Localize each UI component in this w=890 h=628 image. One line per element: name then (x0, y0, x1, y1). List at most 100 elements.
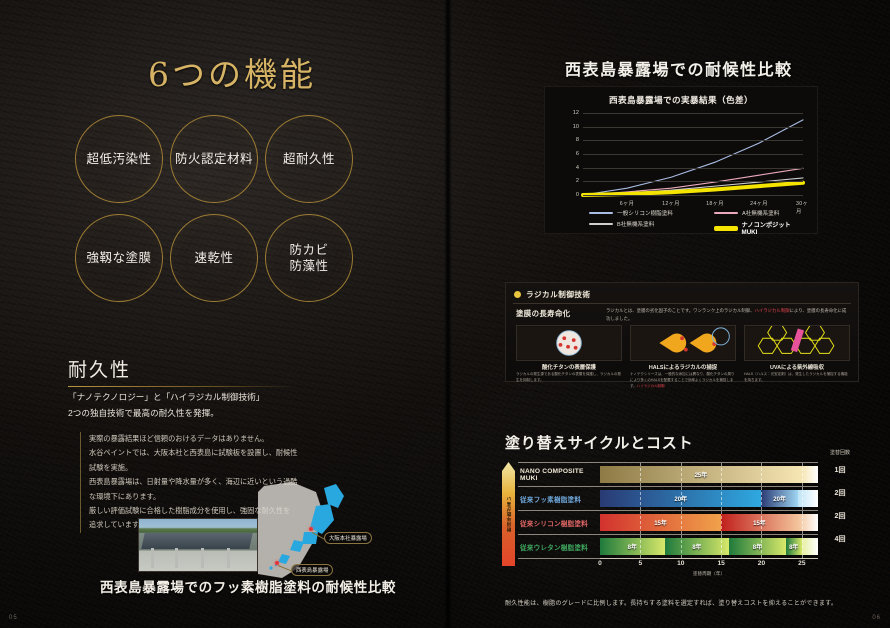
cycle-gridline (801, 535, 803, 558)
line-chart-gridline (583, 154, 803, 155)
radical-card-text: ナノテクシリーズは、一般的な添加には異なり、酸化チタンの周りにより多くのHALS… (630, 372, 736, 390)
cycle-bar-row: 8年 8年 8年 8年 (600, 534, 818, 559)
cycle-bar-row: 25年 (600, 462, 818, 486)
cycle-gridline (721, 535, 723, 558)
cycle-count-header: 塗替回数 (829, 450, 850, 456)
legend-label: B社無機系塗料 (617, 222, 655, 228)
cycle-x-tick-label: 0 (598, 560, 602, 567)
line-series (583, 120, 803, 195)
feature-circle: 超耐久性 (265, 115, 353, 203)
radical-desc-part2: により、塗膜の長寿命化に成功しました。 (606, 308, 847, 322)
cycle-bar-segment: 8年 (729, 538, 786, 555)
feature-label: 速乾性 (194, 250, 234, 266)
cycle-bar-segment: 8年 (664, 538, 730, 555)
radical-card-image-uva (744, 325, 850, 361)
radical-card-caption: 酸化チタンの表層保護 (542, 365, 596, 371)
legend-label: ナノコンポジット MUKI (741, 222, 791, 236)
cycle-row-label: 従来フッ素樹脂塗料 (518, 486, 600, 510)
radical-technology-panel: ラジカル制御技術 塗膜の長寿命化 ラジカルとは、塗膜の劣化因子のことです。ワンラ… (505, 282, 859, 388)
line-chart-title: 西表島暴露場での実暴結果（色差） (609, 95, 753, 105)
line-chart-ytick: 10 (572, 123, 579, 130)
cycle-x-tick-label: 20 (757, 560, 766, 567)
exposure-site-photo (138, 518, 258, 572)
feature-label: 防カビ 防藻性 (289, 242, 329, 273)
durability-lead: 「ナノテクノロジー」と「ハイラジカル制御技術」 2つの独自技術で最高の耐久性を発… (68, 390, 318, 422)
cycle-x-tick-label: 15 (717, 560, 725, 567)
cycle-gridline (721, 511, 723, 534)
radical-card: 酸化チタンの表層保護 ラジカルの発生源である酸化チタンの表層を保護し、ラジカルの… (516, 325, 622, 390)
cycle-gridline (680, 511, 682, 534)
legend-swatch (714, 225, 738, 231)
cycle-bar-segment: 15年 (600, 514, 722, 531)
cycle-repaint-count: 4回 (834, 535, 846, 543)
durability-rule (68, 386, 298, 387)
feature-label: 超耐久性 (282, 151, 335, 167)
durability-body-line: 試験を実施。 (89, 462, 133, 472)
cycle-bar-row: 15年 15年 (600, 510, 818, 534)
cycle-x-axis (600, 558, 818, 559)
cycle-row-labels: NANO COMPOSITE MUKI 従来フッ素樹脂塗料 従来シリコン樹脂塗料 従来… (518, 462, 600, 559)
cycle-row-label: NANO COMPOSITE MUKI (518, 462, 600, 486)
durability-lead-line2: 2つの独自技術で最高の耐久性を発揮。 (68, 407, 219, 418)
cycle-x-caption: 塗替周期（年） (692, 571, 726, 576)
legend-item: ナノコンポジット MUKI (714, 220, 807, 236)
line-chart-xtick: 6ヶ月 (619, 201, 635, 207)
weatherability-chart: 西表島暴露場での実暴結果（色差） 0 2 4 6 8 10 12 6ヶ月 12ヶ月 18ヶ月 24… (544, 86, 818, 236)
durability-body-line: 西表島暴露場は、日射量や降水量が多く、海辺に近いという過酷 (89, 477, 298, 487)
legend-swatch (589, 223, 613, 225)
legend-label: 一般シリコン樹脂塗料 (617, 211, 673, 217)
cycle-bar-row: 20年 20年 (600, 486, 818, 510)
bullet-dot-icon (514, 291, 521, 298)
durability-heading-block: 耐久性 (68, 355, 298, 387)
cycle-bar-segment: 20年 (761, 490, 798, 507)
legend-swatch (714, 212, 738, 214)
durability-arrow-label: 耐用年数が高い (505, 496, 511, 532)
cycle-bar-segment: 25年 (600, 466, 802, 483)
line-chart-ytick: 12 (572, 110, 579, 116)
cycle-gridline (761, 463, 763, 486)
cycle-gridline (801, 463, 803, 486)
durability-lead-line1: 「ナノテクノロジー」と「ハイラジカル制御技術」 (68, 392, 265, 402)
line-chart-xtick: 12ヶ月 (662, 201, 680, 207)
line-chart-ytick: 8 (575, 137, 579, 144)
cycle-bar-tail (801, 466, 818, 483)
japan-map-svg (258, 482, 344, 578)
features-circle-group: 超低汚染性 防火認定材料 超耐久性 強靱な塗膜 速乾性 防カビ 防藻性 (75, 115, 385, 302)
feature-circle: 速乾性 (170, 214, 258, 302)
cycle-repaint-count: 1回 (834, 466, 846, 474)
legend-item: B社無機系塗料 (589, 220, 654, 228)
cycle-row-label: 従来シリコン樹脂塗料 (518, 510, 600, 534)
cycle-gridline (721, 463, 723, 486)
line-chart-gridline (583, 195, 803, 196)
feature-label: 強靱な塗膜 (86, 250, 152, 266)
radical-card: UVAによる紫外線吸収 HALS（ハルス：光安定剤）は、発生したラジカルを捕捉す… (744, 325, 850, 390)
features-title: 6つの機能 (148, 55, 316, 94)
cycle-chart: 耐用年数が高い NANO COMPOSITE MUKI 従来フッ素樹脂塗料 従来シリ… (502, 450, 858, 586)
line-chart-ytick: 4 (575, 164, 579, 171)
cycle-bar-tail (801, 538, 818, 555)
radical-desc-part1: ラジカルとは、塗膜の劣化因子のことです。ワンランク上のラジカル制御、 (606, 308, 755, 313)
line-chart-ytick: 2 (575, 178, 579, 185)
durability-body-line: 実際の暴露結果ほど信頼のおけるデータはありません。 (89, 434, 269, 443)
cycle-bar-segment: 15年 (721, 514, 798, 531)
radical-card-text-highlight: ハイラジカル制御 (636, 383, 665, 388)
left-page-caption: 西表島暴露場でのフッ素樹脂塗料の耐候性比較 (99, 580, 397, 595)
durability-arrow: 耐用年数が高い (502, 462, 515, 566)
cycle-gridline (801, 487, 803, 510)
cycle-repaint-count: 2回 (834, 512, 846, 520)
durability-body-line: 追求しています。 (89, 520, 146, 530)
radical-card-caption: HALSによるラジカルの捕捉 (648, 365, 718, 371)
page-number-left: 05 (9, 615, 18, 621)
feature-label: 超低汚染性 (86, 151, 152, 167)
legend-item: A社無機系塗料 (714, 209, 779, 217)
cycle-gridline (640, 463, 642, 486)
line-chart-xtick: 24ヶ月 (750, 201, 768, 207)
weatherability-title: 西表島暴露場での耐候性比較 (565, 62, 793, 79)
radical-card-text: HALS（ハルス：光安定剤）は、発生したラジカルを捕捉する機能を持ちます。 (744, 372, 848, 382)
feature-label: 防火認定材料 (174, 151, 253, 167)
cycle-row-label: 従来ウレタン樹脂塗料 (518, 534, 600, 559)
line-chart-xtick: 18ヶ月 (706, 201, 724, 207)
durability-body-line: 厳しい評価試験に合格した樹脂成分を使用し、強固な耐久性を (89, 506, 291, 516)
cycle-gridline (640, 511, 642, 534)
